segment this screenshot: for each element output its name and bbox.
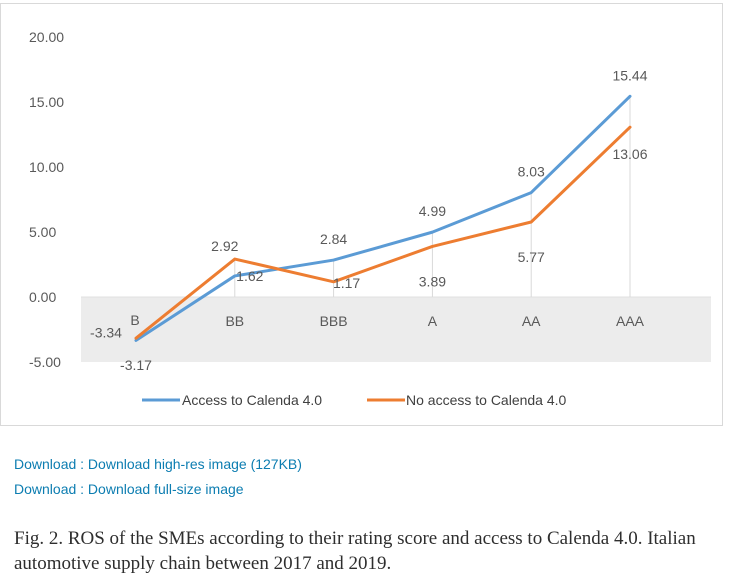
x-category-label: AA <box>522 313 541 329</box>
figure-caption: Fig. 2. ROS of the SMEs according to the… <box>14 528 696 574</box>
x-category-label: B <box>130 312 139 328</box>
x-category-label: BBB <box>320 313 348 329</box>
legend-item-access: Access to Calenda 4.0 <box>142 392 322 408</box>
legend-label: No access to Calenda 4.0 <box>406 392 567 408</box>
data-label-no-access: 3.89 <box>419 273 446 289</box>
data-label-no-access: 13.06 <box>612 146 647 162</box>
y-tick-label: -5.00 <box>29 354 61 370</box>
data-label-access: 4.99 <box>419 203 446 219</box>
y-tick-label: 10.00 <box>29 159 64 175</box>
x-category-label: BB <box>225 313 244 329</box>
download-full-size-link[interactable]: Download : Download full-size image <box>14 481 244 497</box>
data-label-access: -3.34 <box>90 324 122 340</box>
chart-frame: 20.00 15.00 10.00 5.00 0.00 -5.00 B BB BBB A AA AA… <box>0 3 723 426</box>
download-links: Download : Download high-res image (127K… <box>14 456 302 506</box>
data-label-access: 8.03 <box>518 164 545 180</box>
series-line-access <box>134 94 632 342</box>
data-label-no-access: 1.17 <box>333 275 360 291</box>
series-line-no-access <box>134 125 632 340</box>
data-label-access: 15.44 <box>612 67 647 83</box>
data-label-no-access: 5.77 <box>518 249 545 265</box>
legend-item-no-access: No access to Calenda 4.0 <box>367 392 567 408</box>
y-tick-label: 15.00 <box>29 94 64 110</box>
data-label-no-access: -3.17 <box>120 357 152 373</box>
data-label-access: 1.62 <box>236 268 263 284</box>
data-label-access: 2.84 <box>320 231 347 247</box>
download-high-res-link[interactable]: Download : Download high-res image (127K… <box>14 456 302 472</box>
data-label-no-access: 2.92 <box>211 238 238 254</box>
x-category-label: A <box>428 313 438 329</box>
y-tick-label: 0.00 <box>29 289 56 305</box>
legend-label: Access to Calenda 4.0 <box>182 392 322 408</box>
y-tick-label: 20.00 <box>29 29 64 45</box>
x-category-label: AAA <box>616 313 645 329</box>
y-tick-label: 5.00 <box>29 224 56 240</box>
